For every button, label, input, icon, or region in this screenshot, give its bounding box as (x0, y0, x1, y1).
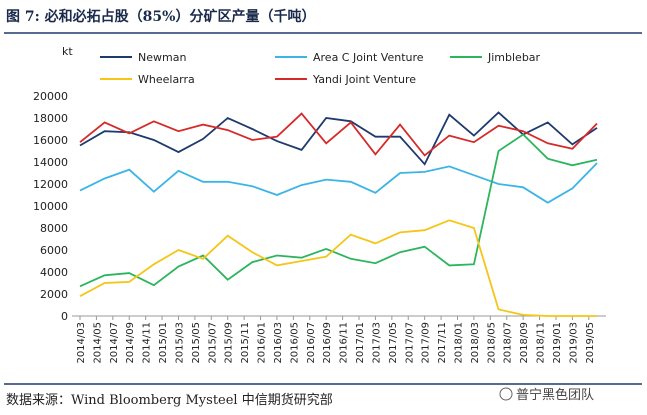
x-tick-label: 2019/01 (552, 322, 563, 364)
x-tick-label: 2017/03 (371, 322, 382, 364)
chart-title: 图 7: 必和必拓占股（85%）分矿区产量（千吨） (6, 8, 315, 25)
x-tick-label: 2015/03 (174, 322, 185, 364)
x-tick-label: 2018/09 (519, 322, 530, 364)
x-tick-label: 2015/11 (240, 322, 251, 364)
x-tick-label: 2015/01 (158, 322, 169, 364)
y-tick-label: 0 (61, 310, 68, 323)
x-tick-label: 2017/07 (404, 322, 415, 364)
x-tick-label: 2015/07 (207, 322, 218, 364)
x-tick-label: 2014/03 (76, 322, 87, 364)
y-tick-label: 6000 (40, 244, 68, 257)
y-axis-label: kt (62, 45, 73, 58)
x-tick-label: 2016/05 (289, 322, 300, 364)
y-tick-label: 8000 (40, 222, 68, 235)
x-tick-label: 2017/01 (355, 322, 366, 364)
x-tick-label: 2014/11 (142, 322, 153, 364)
y-tick-label: 12000 (33, 178, 68, 191)
watermark-icon (499, 387, 513, 401)
x-tick-label: 2017/05 (388, 322, 399, 364)
y-tick-label: 20000 (33, 90, 68, 103)
x-tick-label: 2019/03 (568, 322, 579, 364)
x-tick-label: 2016/01 (257, 322, 268, 364)
x-tick-label: 2014/09 (125, 322, 136, 364)
y-tick-label: 10000 (33, 200, 68, 213)
legend-label: Jimblebar (487, 51, 541, 64)
y-tick-label: 18000 (33, 112, 68, 125)
x-tick-label: 2015/05 (191, 322, 202, 364)
x-tick-label: 2017/09 (421, 322, 432, 364)
series-line (79, 111, 598, 166)
legend-label: Yandi Joint Venture (312, 73, 416, 86)
x-tick-label: 2018/07 (503, 322, 514, 364)
y-tick-label: 2000 (40, 288, 68, 301)
series-line (79, 133, 598, 288)
x-tick-label: 2017/11 (437, 322, 448, 364)
legend-label: Wheelarra (138, 73, 195, 86)
x-tick-label: 2014/05 (92, 322, 103, 364)
series-line (79, 219, 597, 317)
x-tick-label: 2016/07 (306, 322, 317, 364)
y-tick-label: 16000 (33, 134, 68, 147)
x-tick-label: 2018/11 (536, 322, 547, 364)
legend-label: Newman (138, 51, 186, 64)
series-line (79, 162, 598, 204)
series-line (79, 112, 598, 157)
x-tick-label: 2018/03 (470, 322, 481, 364)
y-tick-label: 4000 (40, 266, 68, 279)
x-tick-label: 2016/09 (322, 322, 333, 364)
x-tick-label: 2018/01 (453, 322, 464, 364)
x-tick-label: 2014/07 (109, 322, 120, 364)
legend-label: Area C Joint Venture (313, 51, 424, 64)
x-tick-label: 2016/11 (339, 322, 350, 364)
source: 数据来源：Wind Bloomberg Mysteel 中信期货研究部 (6, 392, 333, 408)
x-tick-label: 2015/09 (224, 322, 235, 364)
watermark: 普宁黑色团队 (516, 387, 594, 403)
y-tick-label: 14000 (33, 156, 68, 169)
x-tick-label: 2018/05 (486, 322, 497, 364)
x-tick-label: 2019/05 (585, 322, 596, 364)
x-tick-label: 2016/03 (273, 322, 284, 364)
